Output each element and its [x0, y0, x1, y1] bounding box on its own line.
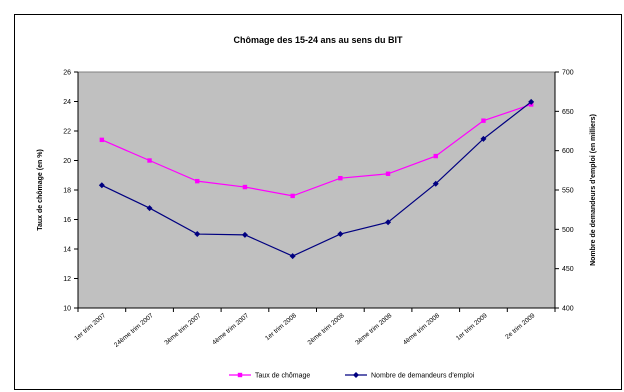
right-axis: 400 450 500 550 600 650 700 — [554, 70, 574, 313]
left-tick-label: 20 — [63, 158, 71, 165]
left-tick-label: 10 — [63, 306, 71, 313]
chart-svg: Chômage des 15-24 ans au sens du BIT 101… — [37, 35, 597, 380]
series-1-point — [338, 176, 343, 181]
right-tick-label: 400 — [562, 306, 574, 313]
legend-label-1: Taux de chômage — [255, 373, 310, 380]
right-tick-label: 500 — [562, 227, 574, 234]
series-2-point — [98, 182, 105, 189]
right-tick-label: 600 — [562, 148, 574, 155]
series-1-point — [195, 178, 200, 184]
series-1-point — [290, 193, 295, 199]
series-1-point — [385, 171, 391, 176]
left-tick-label: 18 — [63, 188, 71, 195]
chart-title: Chômage des 15-24 ans au sens du BIT — [233, 35, 403, 45]
series-2-point — [194, 231, 201, 238]
left-axis: 10 12 14 16 18 20 22 24 26 — [63, 70, 79, 313]
x-tick-label: 3ème trim 2007 — [163, 312, 202, 347]
left-tick-label: 16 — [63, 217, 71, 224]
series-1-point — [481, 118, 486, 123]
y-axis-label: Taux de chômage (en %) — [37, 149, 44, 231]
x-tick-label: 4ème trim 2008 — [402, 312, 441, 347]
right-tick-label: 650 — [562, 109, 574, 116]
x-tick-label: 2e trim 2009 — [504, 312, 536, 341]
series-2-point — [385, 219, 392, 226]
series-1-point — [242, 184, 248, 190]
legend-marker-2 — [353, 372, 359, 378]
series-2-point — [337, 231, 344, 238]
x-axis: 1er trim 2007 24ème trim 2007 3ème trim 20… — [73, 307, 556, 349]
right-tick-label: 450 — [562, 266, 574, 273]
x-tick-label: 24ème trim 2007 — [113, 312, 155, 349]
series-1-point — [433, 153, 438, 159]
series-2-point — [241, 231, 248, 238]
left-tick-label: 22 — [63, 129, 71, 136]
x-tick-label: 3ème trim 2008 — [354, 312, 393, 347]
series-2-point — [146, 205, 153, 212]
left-tick-label: 26 — [63, 70, 71, 77]
left-tick-label: 12 — [63, 276, 71, 283]
series-line-1 — [101, 103, 532, 197]
x-tick-label: 1er trim 2007 — [73, 312, 107, 342]
y2-axis-label: Nombre de demandeurs d'emploi (en millie… — [590, 114, 597, 266]
right-tick-label: 700 — [562, 70, 574, 77]
right-tick-label: 550 — [562, 188, 574, 195]
series-2-point — [289, 253, 296, 260]
series-2-point — [528, 98, 535, 105]
legend-label-2: Nombre de demandeurs d'emploi — [371, 373, 475, 380]
series-line-2 — [101, 101, 532, 257]
x-tick-label: 1er trim 2009 — [455, 312, 489, 342]
series-1-point — [99, 137, 105, 143]
x-tick-label: 4ème trim 2007 — [211, 312, 250, 347]
legend-marker-1 — [237, 372, 243, 378]
series-1-point — [147, 158, 152, 163]
left-tick-label: 14 — [63, 247, 71, 254]
series-layer — [98, 98, 535, 260]
series-2-point — [480, 135, 487, 142]
series-2-point — [432, 180, 439, 187]
legend: Taux de chômage Nombre de demandeurs d'em… — [229, 372, 475, 380]
x-tick-label: 1er trim 2008 — [264, 312, 298, 342]
left-tick-label: 24 — [63, 99, 71, 106]
plot-area — [77, 71, 556, 309]
chart-frame: Chômage des 15-24 ans au sens du BIT 10 1… — [14, 14, 622, 390]
x-tick-label: 2ème trim 2008 — [307, 312, 346, 347]
